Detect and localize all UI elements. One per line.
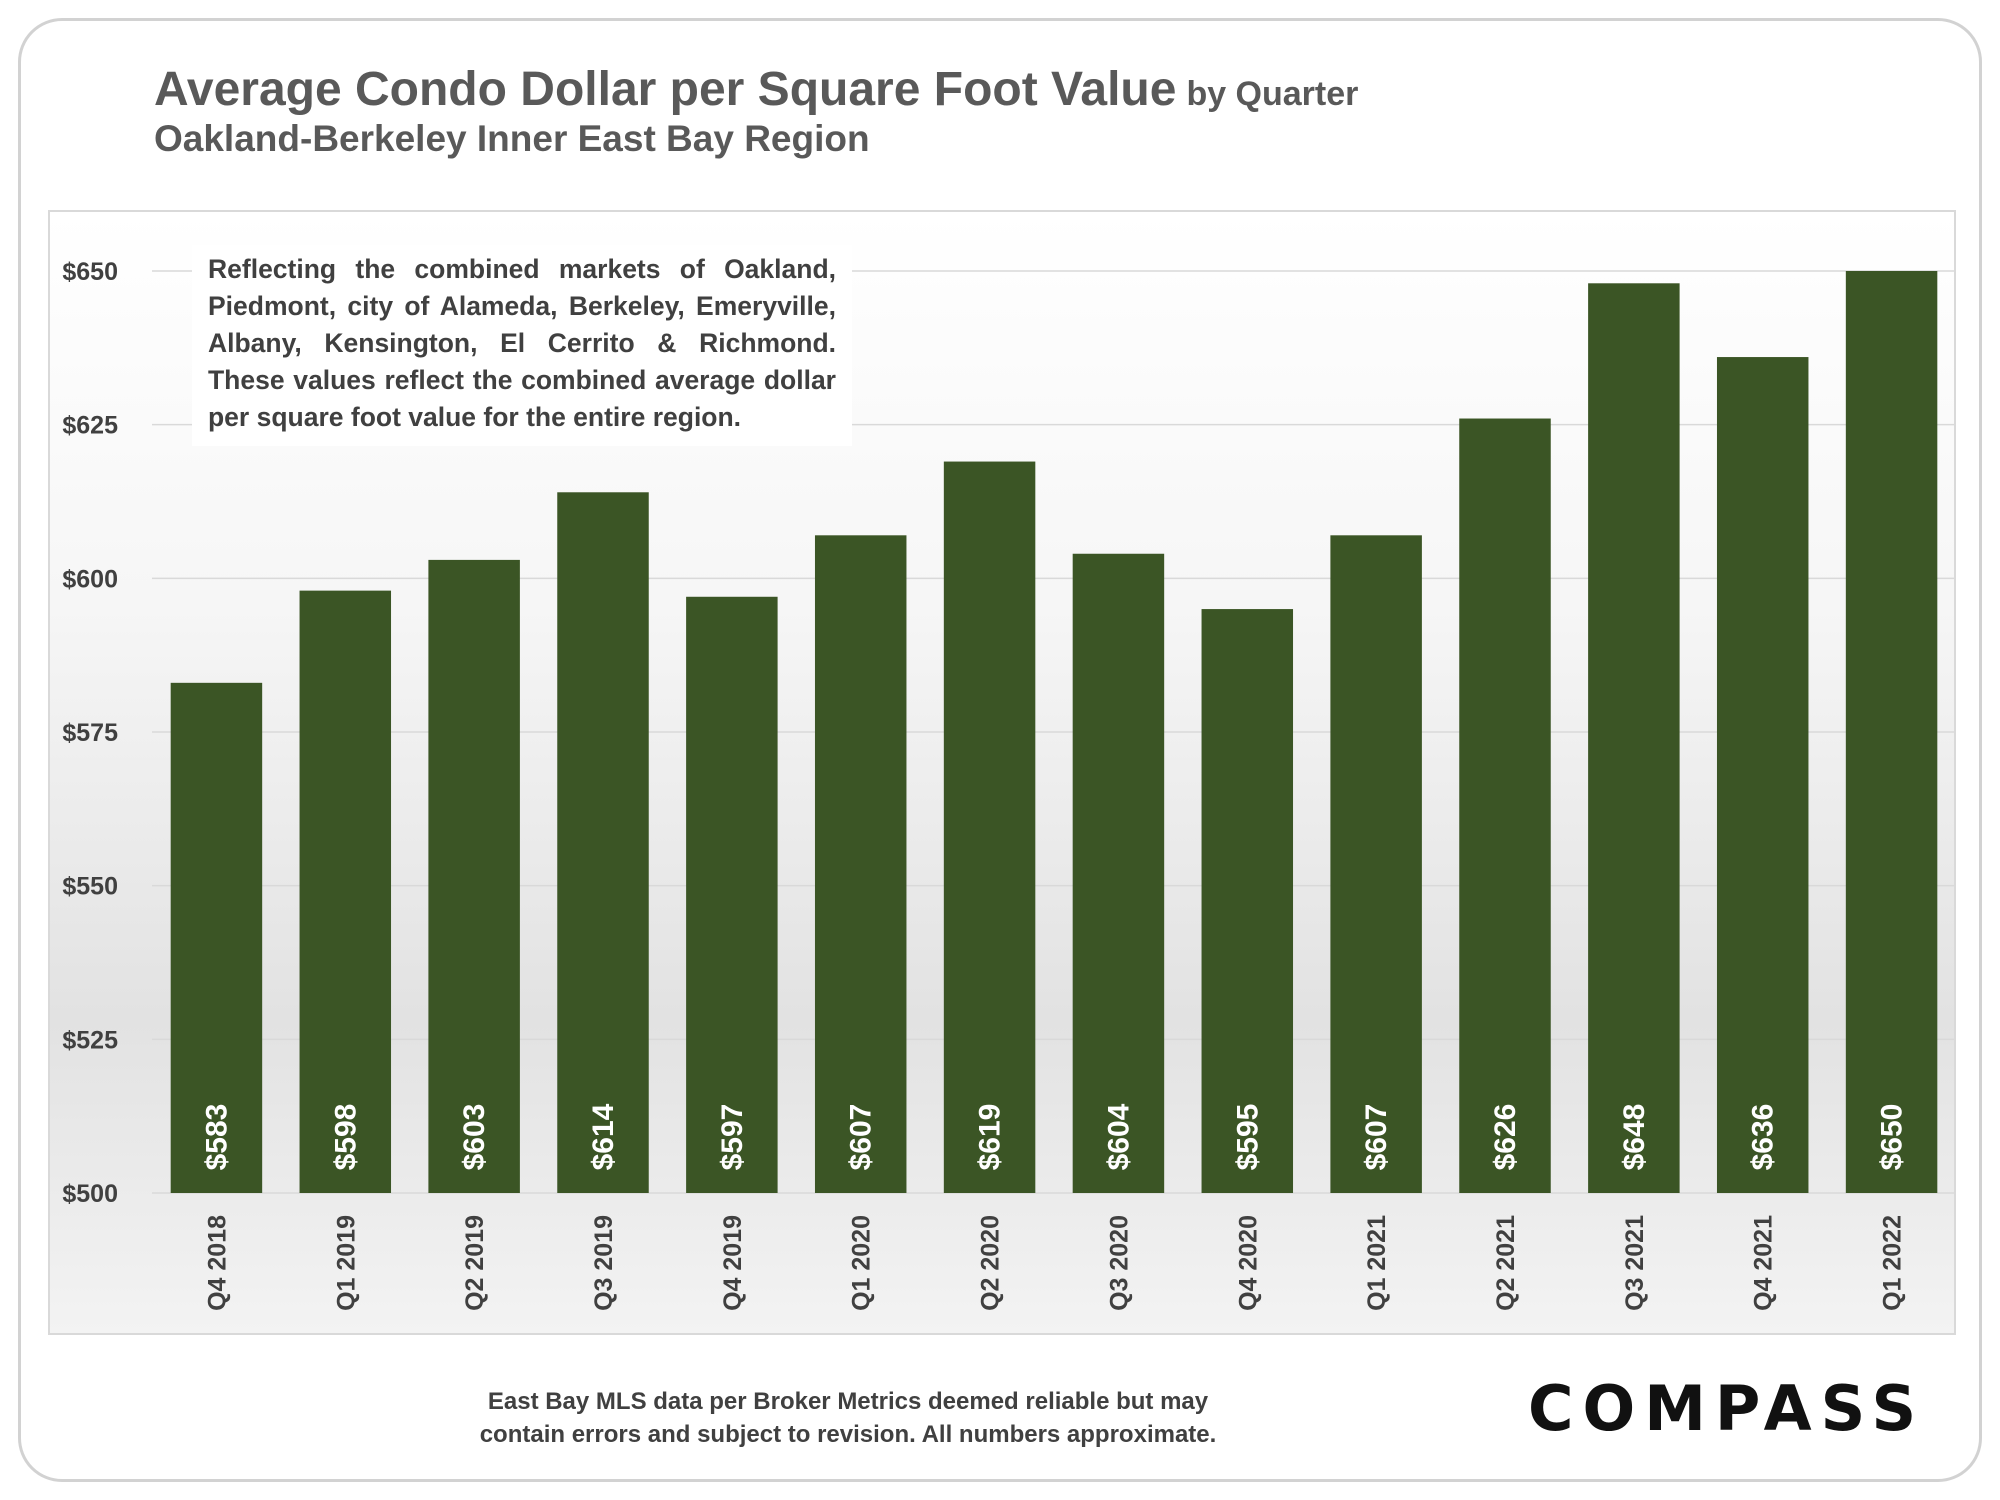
bar xyxy=(1201,609,1294,1193)
y-tick-label: $525 xyxy=(62,1026,118,1054)
bar xyxy=(686,596,778,1193)
y-tick-label: $575 xyxy=(62,719,118,747)
x-tick-label: Q4 2020 xyxy=(1234,1215,1262,1311)
y-tick-label: $550 xyxy=(62,873,118,901)
bar-value-label: $619 xyxy=(974,1104,1007,1171)
bar-value-label: $648 xyxy=(1618,1104,1651,1171)
x-tick-label: Q1 2020 xyxy=(848,1215,876,1311)
bars xyxy=(170,271,1938,1194)
x-tick-label: Q4 2019 xyxy=(719,1215,747,1311)
y-tick-label: $500 xyxy=(62,1180,118,1208)
bar xyxy=(1072,553,1165,1193)
x-tick-label: Q1 2019 xyxy=(332,1215,360,1311)
chart-title-suffix: by Quarter xyxy=(1186,75,1359,113)
bar xyxy=(170,682,263,1193)
chart-subtitle: Oakland-Berkeley Inner East Bay Region xyxy=(154,118,870,159)
bar-value-label: $595 xyxy=(1231,1104,1264,1171)
x-axis-ticks: Q4 2018 Q1 2019 Q2 2019 Q3 2019 Q4 2019 Q1 20… xyxy=(203,1215,1906,1311)
x-tick-label: Q4 2021 xyxy=(1750,1215,1778,1311)
y-axis-ticks: $500 $525 $550 $575 $600 $625 $650 xyxy=(62,258,118,1208)
x-tick-label: Q2 2021 xyxy=(1492,1215,1520,1311)
bar-value-label: $604 xyxy=(1102,1103,1135,1170)
bar-value-label: $597 xyxy=(716,1104,749,1171)
bar-value-label: $607 xyxy=(845,1104,878,1171)
chart-annotation: Reflecting the combined markets of Oakla… xyxy=(192,245,852,446)
x-tick-label: Q4 2018 xyxy=(203,1215,231,1311)
bar xyxy=(814,535,907,1193)
bar xyxy=(428,559,520,1193)
y-tick-label: $650 xyxy=(62,258,118,286)
bar-value-label: $636 xyxy=(1747,1104,1780,1171)
y-tick-label: $625 xyxy=(62,412,118,440)
bar xyxy=(1459,418,1551,1193)
bar xyxy=(943,461,1036,1194)
bar-value-label: $650 xyxy=(1876,1104,1909,1171)
x-tick-label: Q1 2021 xyxy=(1363,1215,1391,1311)
x-tick-label: Q1 2022 xyxy=(1879,1215,1907,1311)
x-tick-label: Q3 2019 xyxy=(590,1215,618,1311)
bar-value-labels: $583 $598 $603 $614 $597 $607 $619 $604 $595 $607… xyxy=(200,1103,1908,1170)
source-line-2: contain errors and subject to revision. … xyxy=(479,1421,1217,1448)
bar xyxy=(1588,283,1680,1193)
bar xyxy=(1330,535,1422,1193)
bar xyxy=(299,590,392,1193)
x-tick-label: Q3 2020 xyxy=(1105,1215,1133,1311)
x-tick-label: Q2 2019 xyxy=(461,1215,489,1311)
x-tick-label: Q3 2021 xyxy=(1621,1215,1649,1311)
compass-logo: COMPASS xyxy=(1528,1372,1926,1445)
source-line-1: East Bay MLS data per Broker Metrics dee… xyxy=(487,1388,1209,1415)
bar-value-label: $603 xyxy=(458,1104,491,1171)
bar xyxy=(557,492,649,1193)
bar-value-label: $598 xyxy=(329,1104,362,1171)
bar xyxy=(1716,357,1809,1193)
y-tick-label: $600 xyxy=(62,565,118,593)
bar xyxy=(1845,271,1938,1193)
x-tick-label: Q2 2020 xyxy=(977,1215,1005,1311)
chart-title: Average Condo Dollar per Square Foot Val… xyxy=(154,62,1358,117)
bar-value-label: $614 xyxy=(587,1103,620,1170)
bar-value-label: $626 xyxy=(1489,1104,1522,1171)
bar-value-label: $607 xyxy=(1360,1104,1393,1171)
bar-value-label: $583 xyxy=(200,1104,233,1171)
source-note: East Bay MLS data per Broker Metrics dee… xyxy=(448,1385,1248,1451)
chart-title-main: Average Condo Dollar per Square Foot Val… xyxy=(154,63,1177,116)
